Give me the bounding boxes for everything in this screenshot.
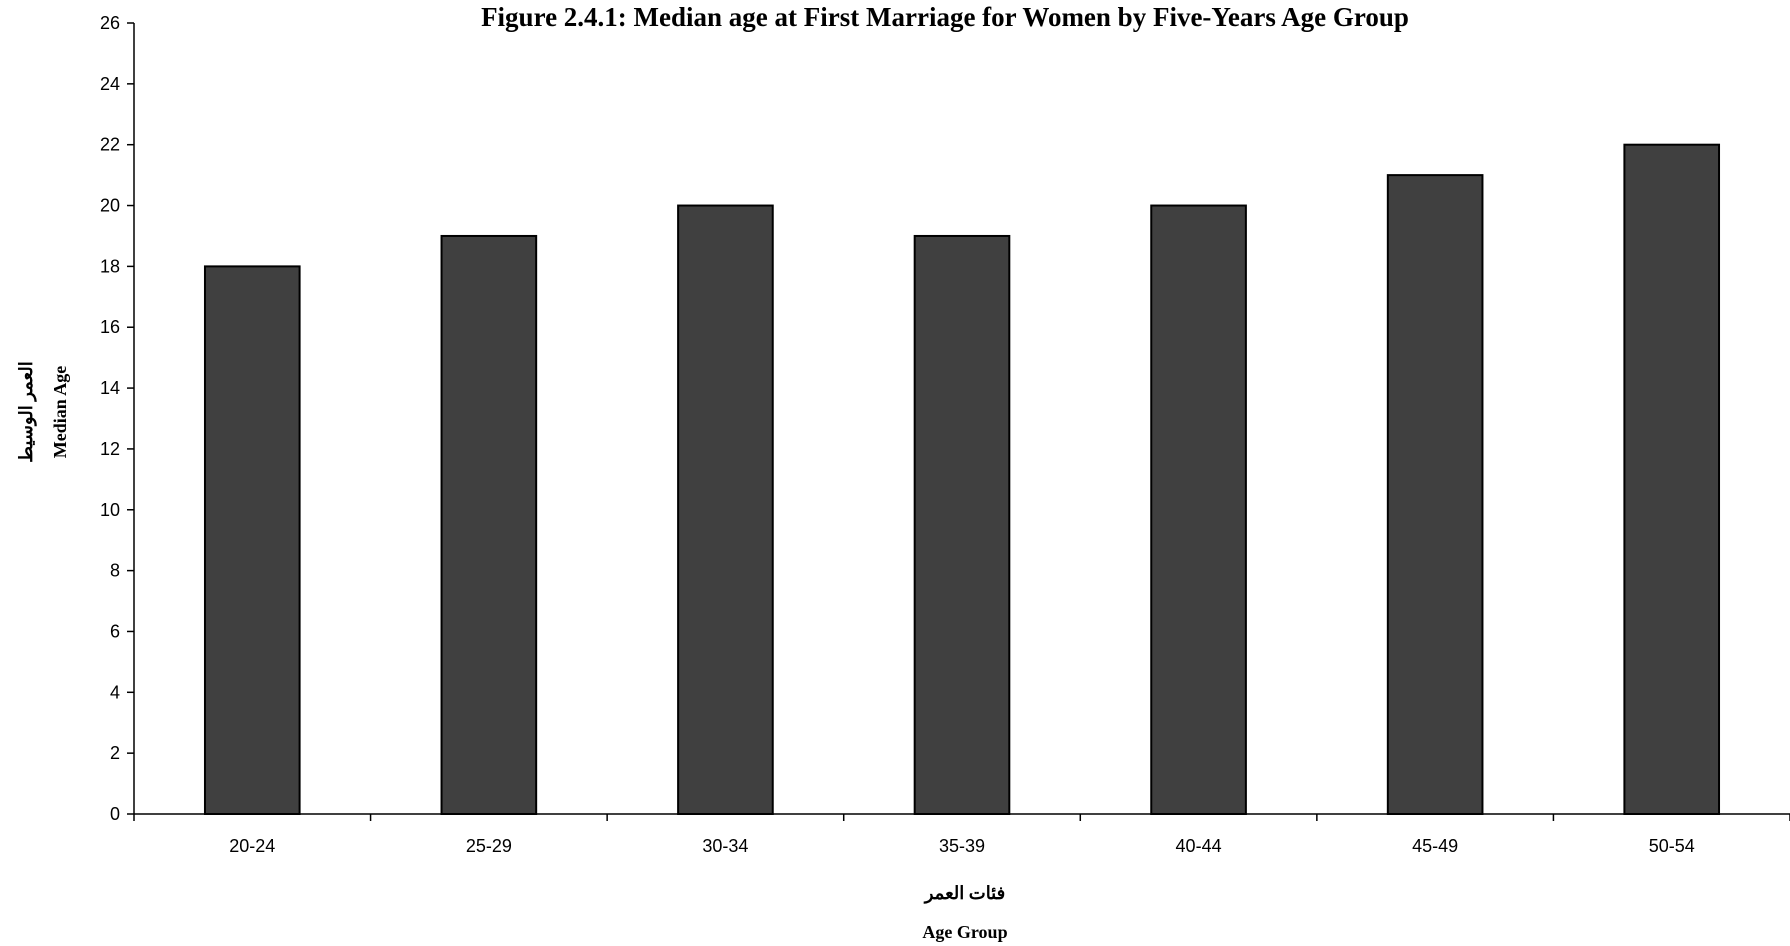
chart-title: Figure 2.4.1: Median age at First Marria… [481, 2, 1409, 32]
y-tick-label-14: 14 [100, 378, 120, 398]
bar-50-54 [1623, 143, 1721, 815]
x-tick-label-40-44: 40-44 [1176, 836, 1222, 856]
y-tick-label-22: 22 [100, 135, 120, 155]
bar-45-49 [1386, 174, 1484, 816]
bar-20-24 [203, 265, 301, 815]
bar-25-29 [440, 234, 538, 815]
x-tick-label-35-39: 35-39 [939, 836, 985, 856]
y-tick-label-24: 24 [100, 74, 120, 94]
y-axis-title-arabic: العمر الوسيط [16, 361, 37, 462]
y-tick-label-8: 8 [110, 561, 120, 581]
y-axis-title: العمر الوسيط Median Age [16, 361, 70, 462]
y-tick-label-10: 10 [100, 500, 120, 520]
x-tick-label-50-54: 50-54 [1649, 836, 1695, 856]
y-tick-label-12: 12 [100, 439, 120, 459]
x-tick-label-45-49: 45-49 [1412, 836, 1458, 856]
y-tick-label-16: 16 [100, 317, 120, 337]
y-tick-label-18: 18 [100, 256, 120, 276]
x-tick-label-25-29: 25-29 [466, 836, 512, 856]
bars-group [203, 143, 1721, 816]
y-tick-label-20: 20 [100, 196, 120, 216]
y-tick-label-26: 26 [100, 13, 120, 33]
bar-35-39 [913, 234, 1011, 815]
x-axis-title-english: Age Group [922, 922, 1007, 942]
x-axis-title-arabic: فئات العمر [923, 883, 1005, 904]
bar-30-34 [677, 204, 774, 816]
x-tick-label-30-34: 30-34 [702, 836, 748, 856]
x-tick-label-20-24: 20-24 [229, 836, 275, 856]
axes-group [133, 23, 1790, 815]
bar-40-44 [1150, 204, 1247, 816]
y-tick-label-0: 0 [110, 804, 120, 824]
y-axis-title-english: Median Age [50, 366, 70, 459]
y-tick-label-4: 4 [110, 682, 120, 702]
x-ticks-group: 20-24 25-29 30-34 35-39 40-44 45-49 50-54 [133, 814, 1790, 856]
y-tick-label-6: 6 [110, 621, 120, 641]
y-tick-label-2: 2 [110, 743, 120, 763]
